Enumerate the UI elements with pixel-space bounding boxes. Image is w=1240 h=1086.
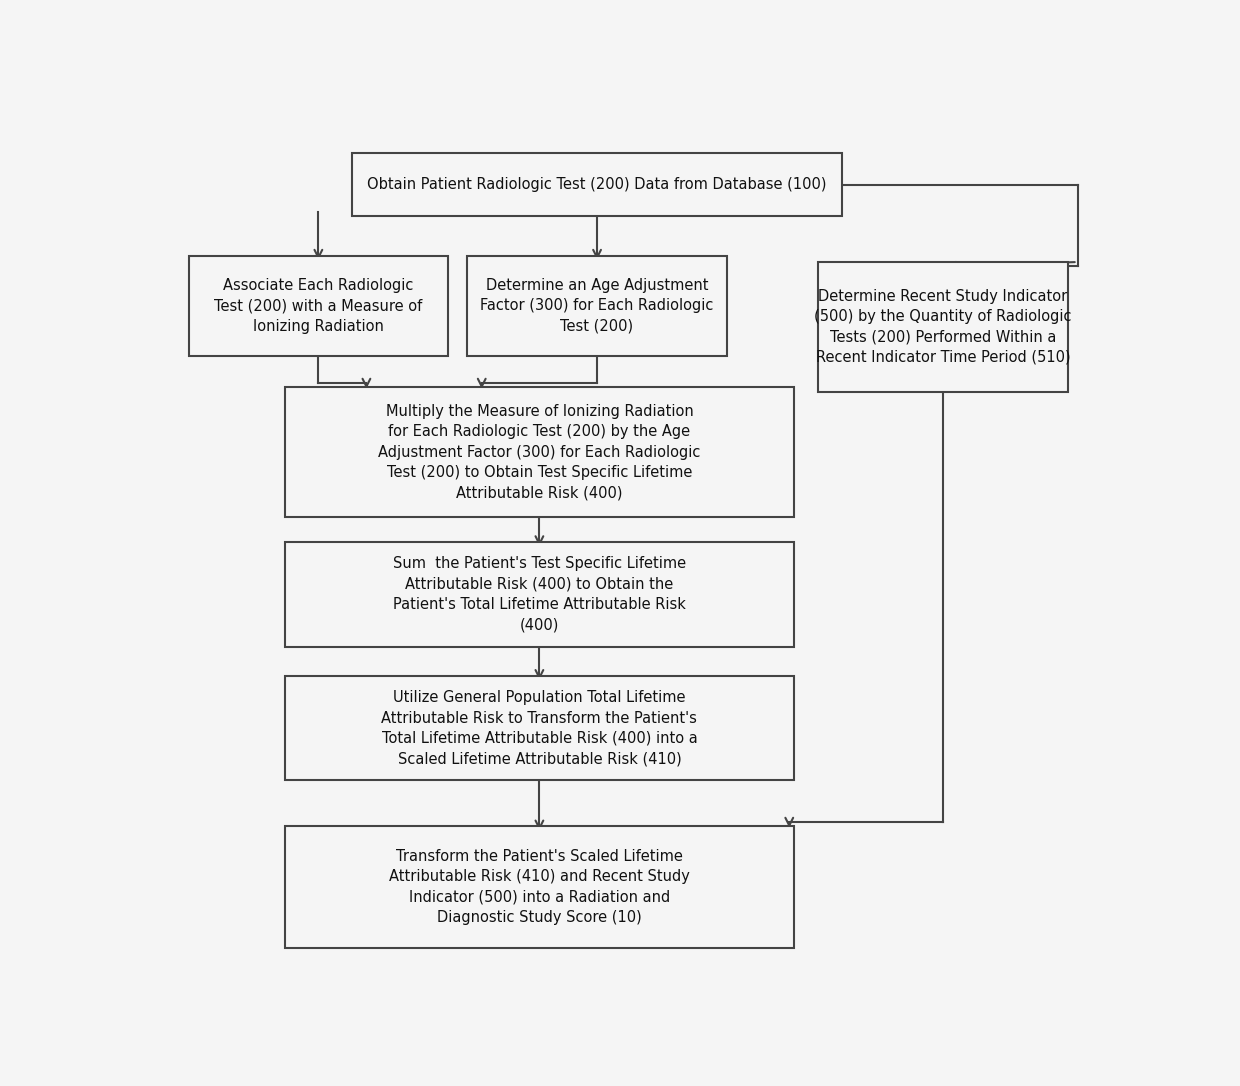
FancyBboxPatch shape bbox=[285, 542, 794, 646]
FancyBboxPatch shape bbox=[818, 262, 1068, 392]
Text: Associate Each Radiologic
Test (200) with a Measure of
Ionizing Radiation: Associate Each Radiologic Test (200) wit… bbox=[215, 278, 423, 333]
FancyBboxPatch shape bbox=[285, 388, 794, 517]
FancyBboxPatch shape bbox=[188, 255, 448, 356]
Text: Sum  the Patient's Test Specific Lifetime
Attributable Risk (400) to Obtain the
: Sum the Patient's Test Specific Lifetime… bbox=[393, 556, 686, 632]
Text: Multiply the Measure of Ionizing Radiation
for Each Radiologic Test (200) by the: Multiply the Measure of Ionizing Radiati… bbox=[378, 404, 701, 501]
Text: Obtain Patient Radiologic Test (200) Data from Database (100): Obtain Patient Radiologic Test (200) Dat… bbox=[367, 177, 827, 192]
FancyBboxPatch shape bbox=[467, 255, 727, 356]
FancyBboxPatch shape bbox=[352, 153, 842, 216]
Text: Determine Recent Study Indicator
(500) by the Quantity of Radiologic
Tests (200): Determine Recent Study Indicator (500) b… bbox=[815, 289, 1071, 365]
FancyBboxPatch shape bbox=[285, 826, 794, 948]
Text: Determine an Age Adjustment
Factor (300) for Each Radiologic
Test (200): Determine an Age Adjustment Factor (300)… bbox=[480, 278, 714, 333]
FancyBboxPatch shape bbox=[285, 675, 794, 781]
Text: Transform the Patient's Scaled Lifetime
Attributable Risk (410) and Recent Study: Transform the Patient's Scaled Lifetime … bbox=[389, 849, 689, 925]
Text: Utilize General Population Total Lifetime
Attributable Risk to Transform the Pat: Utilize General Population Total Lifetim… bbox=[382, 690, 697, 767]
